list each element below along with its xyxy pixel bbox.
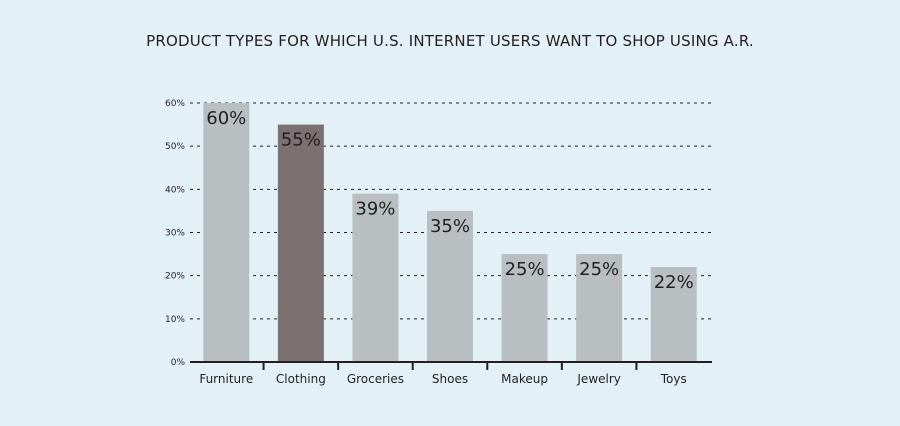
y-tick-label: 0%	[171, 358, 186, 368]
x-tick-label: Jewelry	[576, 372, 621, 386]
y-tick-label: 20%	[165, 272, 185, 282]
bar-groceries	[352, 193, 399, 362]
x-tick-label: Shoes	[432, 372, 468, 386]
data-label: 39%	[355, 199, 395, 220]
x-tick-label: Makeup	[501, 372, 548, 386]
y-tick-label: 40%	[165, 185, 185, 195]
x-tick-label: Toys	[660, 372, 687, 386]
data-label: 25%	[505, 259, 545, 280]
data-label: 35%	[430, 216, 470, 237]
bar-furniture	[203, 103, 250, 362]
data-label: 22%	[654, 272, 694, 293]
x-tick-label: Groceries	[347, 372, 404, 386]
bar-jewelry	[576, 254, 623, 362]
x-tick-label: Furniture	[199, 372, 253, 386]
chart-title: PRODUCT TYPES FOR WHICH U.S. INTERNET US…	[146, 32, 754, 50]
y-tick-label: 60%	[165, 99, 185, 109]
bar-makeup	[501, 254, 548, 362]
y-tick-label: 30%	[165, 229, 185, 239]
bar-shoes	[427, 210, 473, 362]
bar-clothing	[277, 124, 324, 362]
data-label: 60%	[206, 108, 246, 129]
bar-toys	[650, 267, 697, 362]
data-label: 55%	[281, 130, 321, 151]
data-label: 25%	[579, 259, 619, 280]
x-tick-label: Clothing	[276, 372, 326, 386]
y-tick-label: 50%	[165, 142, 185, 152]
y-tick-label: 10%	[165, 315, 185, 325]
